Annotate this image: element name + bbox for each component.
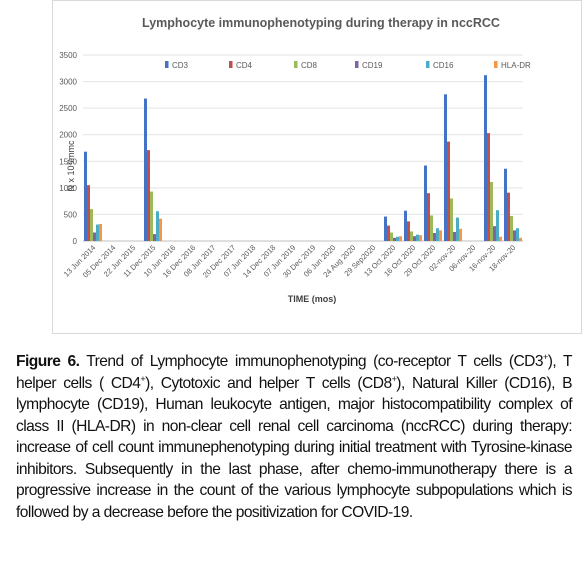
bar-cd4 [507, 192, 510, 241]
chart-frame [52, 0, 582, 334]
bar-cd19 [153, 234, 156, 241]
bar-cd19 [393, 237, 396, 241]
legend-label: CD16 [433, 61, 454, 70]
bar-cd19 [493, 226, 496, 241]
legend-swatch [355, 61, 359, 68]
y-tick-label: 0 [73, 237, 78, 246]
legend-swatch [494, 61, 498, 68]
bar-cd16 [396, 236, 399, 241]
bar-cd16 [156, 211, 159, 241]
bars [84, 75, 522, 242]
legend-label: HLA-DR [501, 61, 531, 70]
bar-cd3 [404, 210, 407, 241]
caption-text-4: ), Natural Killer (CD16), B lymphocyte (… [16, 374, 573, 521]
bar-hla-dr [519, 237, 522, 241]
y-tick-label: 2000 [59, 131, 77, 140]
caption-label: Figure 6. [16, 353, 80, 370]
bar-cd19 [433, 233, 436, 241]
bar-cd8 [490, 182, 493, 241]
legend-label: CD4 [236, 61, 253, 70]
bar-cd19 [93, 232, 96, 241]
bar-hla-dr [499, 236, 502, 241]
y-axis-label: N x 10³/mmc [66, 140, 76, 192]
bar-cd4 [147, 150, 150, 241]
bar-cd8 [90, 209, 93, 241]
y-tick-label: 3000 [59, 78, 77, 87]
y-tick-label: 2500 [59, 104, 77, 113]
bar-chart: Lymphocyte immunophenotyping during ther… [59, 16, 531, 304]
bar-cd4 [387, 225, 390, 241]
caption-text-2: ), T helper cells ( CD4 [16, 353, 573, 392]
caption-sup-2: + [140, 373, 146, 384]
caption-sup-3: + [391, 373, 397, 384]
legend-label: CD19 [362, 61, 383, 70]
x-axis-label: TIME (mos) [288, 294, 337, 304]
bar-hla-dr [99, 223, 102, 241]
caption-sup-1: + [543, 351, 548, 362]
bar-cd16 [96, 224, 99, 241]
legend-swatch [165, 61, 169, 68]
legend: CD3 CD4 CD8 CD19 CD16 HLA-DR [165, 61, 531, 70]
bar-cd8 [390, 232, 393, 241]
bar-hla-dr [159, 218, 162, 241]
figure-caption: Figure 6. Trend of Lymphocyte immunophen… [16, 351, 573, 523]
legend-label: CD3 [172, 61, 189, 70]
legend-swatch [294, 61, 298, 68]
bar-cd3 [84, 151, 87, 241]
chart-title: Lymphocyte immunophenotyping during ther… [142, 16, 500, 30]
bar-cd19 [413, 236, 416, 241]
bar-cd16 [436, 228, 439, 241]
bar-cd16 [496, 210, 499, 241]
bar-cd4 [487, 133, 490, 241]
bar-cd3 [444, 94, 447, 241]
y-tick-label: 1500 [59, 157, 77, 166]
bar-hla-dr [399, 236, 402, 241]
y-tick-label: 1000 [59, 184, 77, 193]
bar-cd16 [456, 217, 459, 241]
bar-cd4 [407, 221, 410, 241]
y-tick-labels: 0 500 1000 1500 2000 2500 3000 3500 [59, 51, 77, 246]
caption-text-1: Trend of Lymphocyte immunophenotyping (c… [79, 353, 544, 370]
caption-text-3: ), Cytotoxic and helper T cells (CD8 [145, 374, 392, 392]
bar-cd8 [430, 215, 433, 241]
bar-hla-dr [439, 230, 442, 241]
legend-swatch [229, 61, 233, 68]
bar-cd19 [453, 231, 456, 241]
bar-cd3 [384, 216, 387, 241]
bar-hla-dr [459, 228, 462, 241]
bar-cd4 [447, 141, 450, 241]
bar-cd4 [87, 185, 90, 241]
y-tick-label: 3500 [59, 51, 77, 60]
legend-swatch [426, 61, 430, 68]
bar-cd8 [450, 198, 453, 241]
bar-cd8 [410, 231, 413, 241]
bar-cd3 [424, 165, 427, 241]
bar-cd3 [144, 98, 147, 241]
y-tick-label: 500 [64, 210, 78, 219]
bar-cd16 [516, 228, 519, 241]
bar-cd8 [150, 191, 153, 241]
bar-cd16 [416, 234, 419, 241]
bar-cd3 [504, 168, 507, 241]
bar-cd4 [427, 193, 430, 241]
bar-hla-dr [419, 235, 422, 241]
bar-cd19 [513, 230, 516, 241]
bar-cd3 [484, 75, 487, 242]
bar-cd8 [510, 216, 513, 241]
legend-label: CD8 [301, 61, 318, 70]
